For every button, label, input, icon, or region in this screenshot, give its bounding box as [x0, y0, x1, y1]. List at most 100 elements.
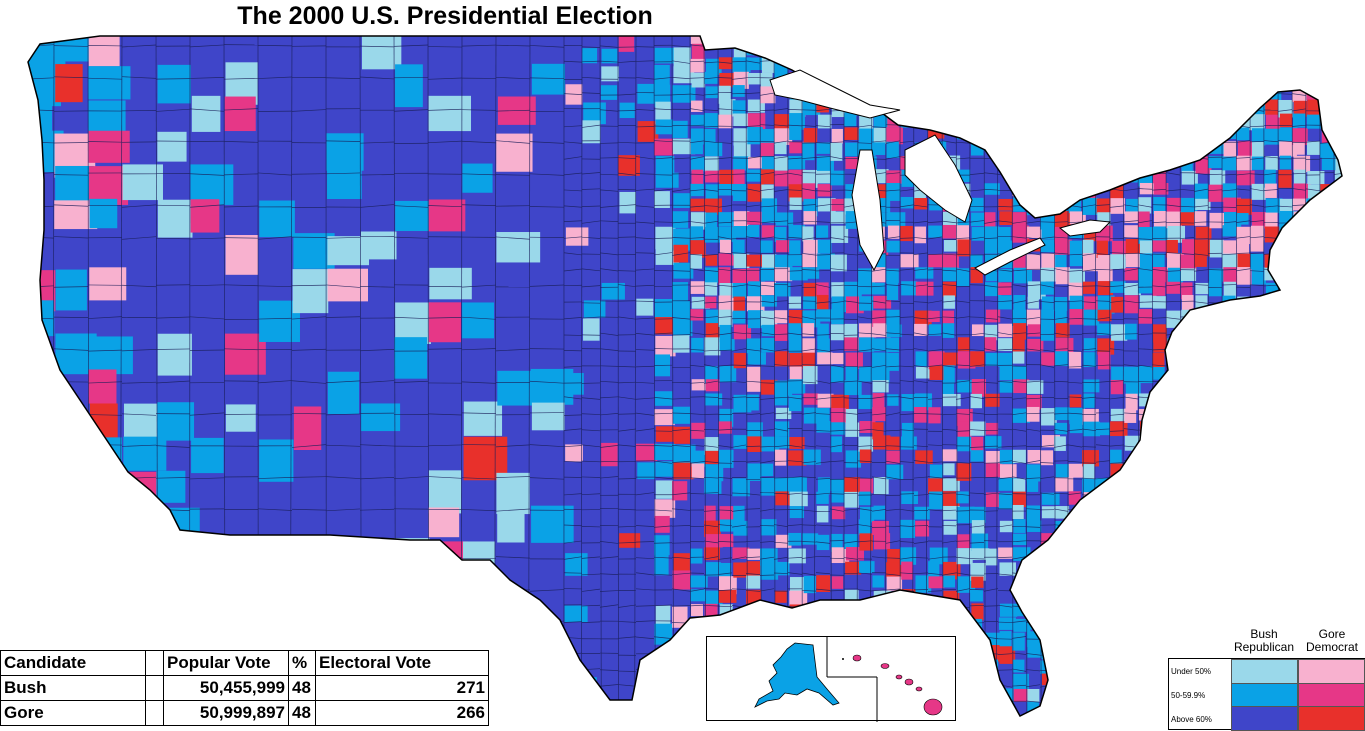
county-cell [1181, 478, 1194, 495]
county-cell [1196, 325, 1210, 340]
county-cell [762, 156, 776, 171]
county-cell [328, 372, 359, 414]
county-cell [655, 317, 674, 334]
county-cell [1027, 702, 1039, 715]
county-border-line [956, 637, 970, 639]
county-border-line [1180, 109, 1194, 112]
county-border-line [1320, 413, 1334, 414]
county-border-line [956, 45, 970, 46]
county-cell [1069, 352, 1081, 369]
county-cell [293, 609, 327, 643]
county-cell [1208, 310, 1225, 326]
county-border-line [1110, 541, 1124, 542]
county-border-line [872, 621, 886, 622]
county-cell [1236, 521, 1249, 535]
county-cell [530, 674, 571, 708]
county-cell [1152, 240, 1167, 251]
county-border-line [1012, 109, 1026, 110]
county-cell [1084, 548, 1101, 566]
county-cell [901, 58, 913, 73]
county-cell [845, 157, 857, 169]
county-cell [1250, 521, 1264, 538]
county-border-line [928, 29, 942, 31]
county-cell [1292, 435, 1305, 448]
county-cell [692, 463, 705, 478]
county-cell [1322, 351, 1340, 364]
county-border-line [1320, 366, 1334, 367]
county-cell [817, 506, 829, 523]
county-cell [1335, 71, 1348, 86]
county-border-line [636, 717, 654, 718]
county-cell [1320, 73, 1333, 91]
county-cell [1055, 702, 1070, 715]
county-cell [942, 449, 957, 461]
county-cell [654, 409, 675, 425]
county-cell [958, 632, 972, 647]
county-cell [733, 311, 746, 324]
county-cell [1335, 156, 1353, 171]
county-cell [901, 491, 918, 504]
county-border-line [900, 605, 914, 607]
county-border-line [1306, 461, 1320, 462]
county-cell [1097, 142, 1110, 158]
county-border-line [1152, 125, 1166, 126]
county-border-line [1306, 477, 1320, 478]
county-border-line [1278, 606, 1292, 607]
county-cell [654, 553, 668, 576]
county-cell [1278, 268, 1292, 280]
county-border-line [788, 61, 802, 62]
county-cell [1224, 393, 1237, 407]
county-border-line [1208, 461, 1222, 463]
county-border-line [1348, 526, 1362, 528]
county-border-line [1264, 605, 1278, 607]
county-cell [1083, 562, 1097, 574]
county-border-line [1292, 429, 1306, 430]
county-cell [1026, 57, 1039, 72]
county-cell [971, 673, 982, 686]
county-border-line [816, 622, 830, 623]
county-cell [971, 645, 983, 659]
county-cell [985, 633, 1000, 647]
county-cell [1181, 268, 1196, 281]
county-cell [1250, 492, 1261, 506]
county-border-line [1320, 381, 1334, 382]
county-cell [1138, 143, 1152, 159]
results-header-row: Candidate Popular Vote % Electoral Vote [1, 651, 489, 676]
county-cell [691, 701, 704, 719]
county-cell [985, 57, 1000, 70]
county-border-line [1306, 45, 1320, 46]
county-cell [1320, 463, 1334, 476]
county-cell [1111, 143, 1128, 157]
county-cell [998, 227, 1010, 242]
county-cell [1042, 674, 1056, 686]
county-cell [1140, 99, 1152, 117]
county-cell [1055, 87, 1069, 104]
county-cell [1125, 647, 1139, 664]
county-border-line [886, 621, 900, 622]
county-border-line [1334, 317, 1348, 319]
county-cell [1349, 155, 1365, 169]
county-border-line [1040, 77, 1054, 78]
county-border-line [462, 589, 496, 590]
county-cell [873, 44, 888, 61]
county-cell [1042, 142, 1060, 156]
county-cell [1069, 143, 1082, 160]
county-cell [1210, 562, 1226, 575]
county-border-line [1320, 254, 1334, 255]
county-cell [1321, 114, 1334, 127]
county-cell [1154, 394, 1171, 411]
county-border-line [1292, 222, 1306, 224]
candidate-name: Bush [1, 676, 146, 701]
county-cell [394, 575, 422, 604]
county-cell [294, 406, 321, 450]
county-border-line [1110, 637, 1124, 638]
county-cell [1224, 141, 1237, 157]
county-cell [706, 31, 723, 43]
county-cell [1251, 534, 1264, 546]
county-border-line [1334, 333, 1348, 334]
county-cell [775, 324, 788, 341]
county-border-line [942, 29, 956, 31]
county-cell [1054, 297, 1067, 311]
county-cell [1154, 58, 1171, 72]
county-border-line [1264, 541, 1278, 543]
